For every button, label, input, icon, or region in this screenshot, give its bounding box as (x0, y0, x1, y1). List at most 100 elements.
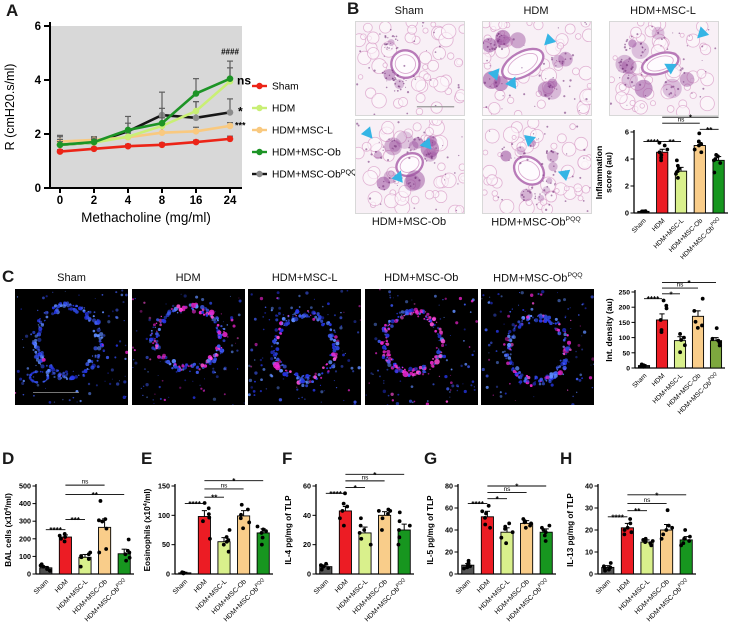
svg-text:50: 50 (162, 540, 170, 549)
svg-text:ns: ns (678, 117, 686, 124)
panel-e: E 0 50 100 150 Eosinophils (x104/ml) Sham HDM H… (139, 448, 280, 630)
svg-text:ns: ns (644, 497, 652, 504)
svg-text:IL-5 pg/mg of TLP: IL-5 pg/mg of TLP (426, 495, 435, 565)
svg-text:Methacholine (mg/ml): Methacholine (mg/ml) (81, 210, 211, 225)
svg-text:**: ** (92, 491, 99, 500)
histology-micrograph-hdm-msc-ob (355, 119, 465, 214)
svg-text:HDM: HDM (651, 217, 667, 233)
svg-text:ns: ns (82, 479, 90, 486)
svg-text:*: * (687, 279, 691, 288)
fluorescence-micrograph-hdm (131, 289, 245, 405)
svg-text:****: **** (611, 513, 624, 522)
bar-hdm-msc-ob (378, 514, 392, 575)
svg-text:****: **** (188, 500, 201, 509)
svg-text:BAL cells (x104/ml): BAL cells (x104/ml) (4, 493, 13, 567)
fluorescence-micrograph-hdm-msc-ob (364, 289, 478, 405)
svg-text:6: 6 (625, 128, 629, 137)
bar-hdm-msc-ob (693, 145, 706, 214)
bar-hdm-msc-ob (237, 515, 251, 575)
bar-hdm (197, 516, 211, 575)
svg-text:4: 4 (35, 75, 42, 87)
svg-text:ns: ns (504, 486, 512, 493)
svg-text:*: * (689, 114, 693, 123)
svg-text:HDM: HDM (616, 578, 632, 594)
svg-text:0: 0 (57, 195, 63, 207)
bar-hdm-msc-ob (98, 526, 112, 575)
svg-text:HDM+MSC-Ob: HDM+MSC-Ob (352, 578, 390, 616)
svg-text:200: 200 (19, 534, 31, 543)
svg-text:30: 30 (585, 504, 593, 513)
bar-sham (319, 566, 333, 575)
il5-bar-chart: 0 20 40 60 80 IL-5 pg/mg of TLP Sham HDMHDM+MSC… (426, 482, 556, 623)
svg-text:8: 8 (159, 195, 166, 207)
svg-text:Inflammation: Inflammation (594, 146, 604, 199)
panel-letter-b: B (347, 0, 360, 18)
svg-text:HDM: HDM (476, 578, 492, 594)
svg-text:**: ** (211, 494, 218, 503)
histology-micrograph-hdm (482, 21, 592, 116)
panel-letter-f: F (282, 449, 293, 468)
legend-label-0: Sham (272, 82, 299, 93)
bar-hdm-msc-l (500, 531, 514, 575)
svg-text:0: 0 (626, 366, 630, 373)
svg-text:Sham: Sham (455, 578, 473, 596)
bar-hdm-msc-ob (520, 522, 534, 575)
svg-text:60: 60 (445, 504, 453, 513)
histology-label-2: HDM (523, 5, 549, 17)
svg-text:150: 150 (619, 320, 631, 327)
panel-b-histology: B Sham HDM HDM+MSC-L HDM+MSC-Ob HDM+MSC-ObPQ… (345, 0, 730, 262)
fluorescence-label-3: HDM+MSC-L (271, 272, 338, 284)
svg-text:HDM+MSC-Ob: HDM+MSC-Ob (211, 578, 249, 616)
fluorescence-micrograph-hdm-msc-l (248, 289, 362, 405)
svg-text:6: 6 (35, 21, 41, 33)
bar-hdm-msc-ob-pqq (709, 340, 723, 369)
svg-text:*: * (232, 477, 236, 486)
bar-hdm (480, 516, 494, 575)
bar-hdm-msc-ob-pqq (679, 539, 693, 575)
series-line-0 (59, 137, 231, 153)
svg-text:Sham: Sham (631, 372, 648, 389)
svg-text:*: * (496, 495, 500, 504)
panel-letter-a: A (6, 1, 19, 20)
svg-text:20: 20 (303, 540, 311, 549)
svg-text:****: **** (49, 526, 62, 535)
svg-text:0: 0 (35, 183, 41, 195)
svg-text:60: 60 (303, 482, 311, 491)
fluorescence-label-4: HDM+MSC-Ob (384, 272, 459, 284)
fluorescence-micrograph-hdm-msc-ob-pqq (481, 289, 595, 405)
svg-text:ns: ns (362, 474, 370, 481)
svg-text:****: **** (647, 295, 660, 304)
svg-text:Sham: Sham (631, 217, 648, 234)
svg-text:**: ** (634, 507, 641, 516)
panel-letter-g: G (424, 449, 438, 468)
svg-text:0: 0 (27, 570, 31, 579)
fluorescence-image-row: Sham HDM HDM+MSC-L HDM+MSC-Ob HDM+MSC-ObPQQ (0, 263, 730, 445)
svg-text:2: 2 (35, 129, 41, 141)
svg-text:200: 200 (619, 305, 631, 312)
svg-text:Eosinophils (x104/ml): Eosinophils (x104/ml) (143, 488, 152, 571)
svg-text:*: * (515, 483, 519, 492)
svg-text:****: **** (647, 138, 660, 147)
svg-text:Sham: Sham (313, 578, 331, 596)
svg-text:****: **** (471, 500, 484, 509)
svg-text:2: 2 (625, 182, 629, 191)
svg-text:0: 0 (449, 570, 453, 579)
svg-text:500: 500 (19, 482, 31, 491)
svg-text:ns: ns (677, 282, 685, 289)
fluorescence-label-1: Sham (57, 272, 86, 284)
svg-text:0: 0 (589, 570, 593, 579)
svg-text:*: * (373, 471, 377, 480)
panel-f: F 0 20 40 60 IL-4 pg/mg of TLP Sham HDM HDM+MSC… (280, 448, 422, 630)
histology-label-4: HDM+MSC-Ob (371, 216, 447, 228)
bar-hdm-msc-l (78, 556, 92, 575)
svg-text:0: 0 (307, 570, 311, 579)
svg-text:***: *** (235, 120, 246, 130)
svg-text:****: **** (329, 490, 342, 499)
histology-label-1: Sham (394, 5, 424, 17)
svg-text:***: *** (71, 516, 81, 525)
panel-letter-e: E (141, 449, 153, 468)
svg-text:4: 4 (125, 195, 132, 207)
bar-hdm-msc-ob (691, 315, 705, 369)
